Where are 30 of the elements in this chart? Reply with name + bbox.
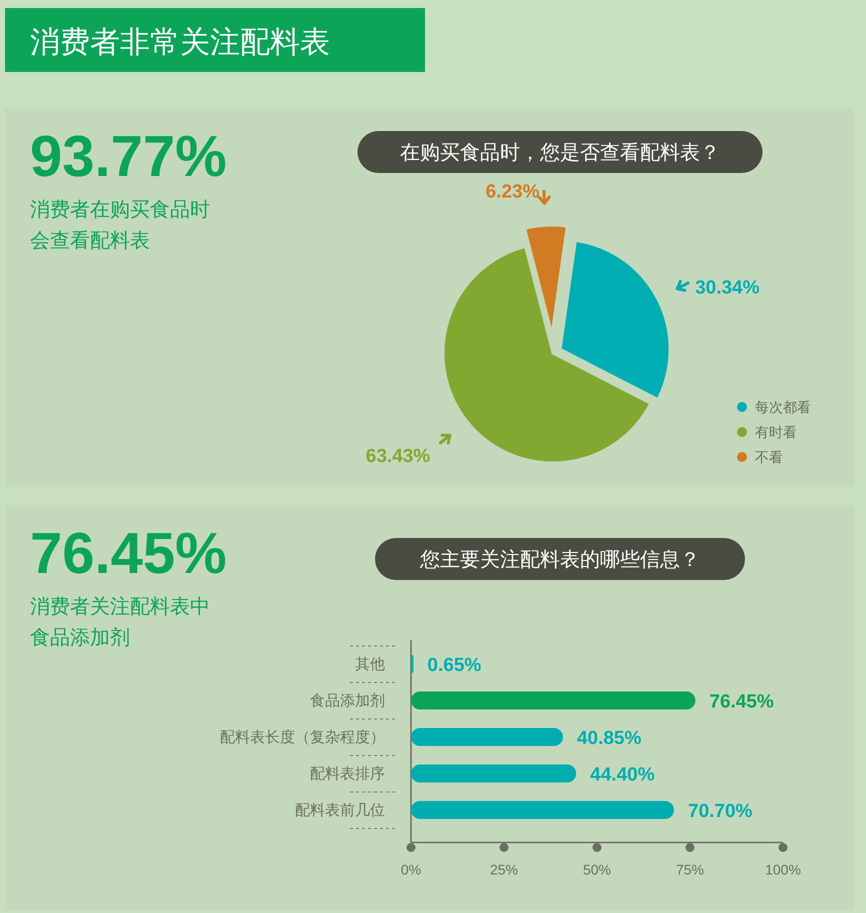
x-tick-label: 50% (582, 862, 612, 878)
data-label: 40.85% (576, 728, 642, 749)
x-tick-label: 100% (765, 862, 801, 878)
data-label: 76.45% (709, 692, 774, 712)
chart-title: 消费者非常关注配料表 (30, 26, 330, 59)
y-tick-label: 其他 (355, 656, 385, 673)
chart-title: 您主要关注配料表的哪些信息？ (419, 548, 700, 571)
text: 消费者关注配料表中 (30, 596, 210, 618)
legend-label: 不看 (755, 449, 783, 465)
x-tick-label: 0% (400, 862, 422, 878)
chart-subtitle: 在购买食品时，您是否查看配料表？ (400, 142, 720, 164)
text: 76.45% (30, 521, 227, 586)
x-tick-label: 75% (676, 862, 704, 878)
y-tick-label: 配料表排序 (310, 766, 385, 782)
data-label: 30.34% (695, 277, 760, 298)
y-tick-label: 配料表长度（复杂程度） (220, 729, 385, 746)
data-label: 70.70% (688, 801, 753, 822)
legend-label: 每次都看 (755, 399, 811, 415)
data-label: 6.23% (486, 181, 540, 202)
data-label: 44.40% (590, 764, 655, 786)
data-label: 0.65% (427, 655, 482, 676)
text: 会查看配料表 (30, 230, 150, 252)
y-tick-label: 食品添加剂 (310, 692, 385, 710)
data-label: 63.43% (366, 446, 430, 467)
text: 食品添加剂 (30, 627, 130, 649)
x-tick-label: 25% (490, 862, 518, 878)
text: 消费者在购买食品时 (30, 199, 210, 221)
legend-label: 有时看 (755, 424, 797, 440)
y-tick-label: 配料表前几位 (295, 802, 385, 819)
text: 93.77% (30, 124, 227, 189)
